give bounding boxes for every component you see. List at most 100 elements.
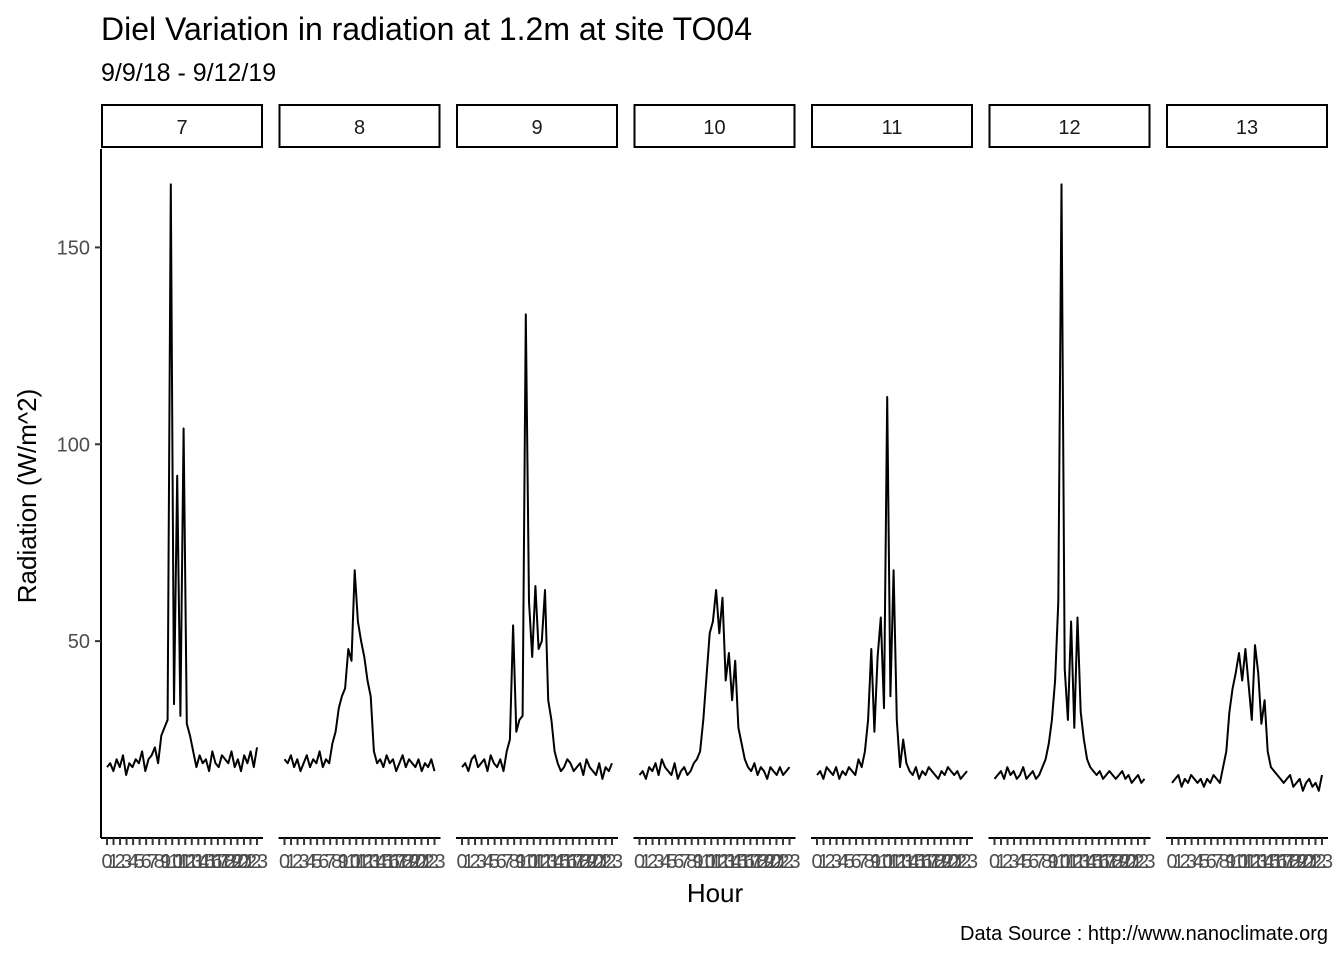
x-tick-label: 17 <box>917 851 939 873</box>
x-tick-label: 16 <box>378 851 400 873</box>
x-tick-label: 1 <box>285 851 296 873</box>
y-axis: 50 100 150 <box>57 237 101 653</box>
x-tick-label: 7 <box>857 851 868 873</box>
facet-strip-label: 11 <box>882 117 903 139</box>
x-tick-label: 10 <box>516 851 538 873</box>
facet-strip-label: 13 <box>1236 117 1258 139</box>
x-tick-label: 8 <box>686 851 697 873</box>
x-tick-label: 8 <box>1041 851 1052 873</box>
x-tick-label: 18 <box>923 851 945 873</box>
x-tick-label: 11 <box>346 851 367 873</box>
x-tick-label: 15 <box>726 851 748 873</box>
x-tick-label: 15 <box>194 851 216 873</box>
x-tick-label: 3 <box>1009 851 1020 873</box>
x-tick-label: 22 <box>417 851 439 873</box>
x-tick-label: 21 <box>588 851 610 873</box>
x-tick-label: 13 <box>891 851 913 873</box>
chart-title: Diel Variation in radiation at 1.2m at s… <box>101 11 752 47</box>
x-tick-label: 11 <box>1056 851 1077 873</box>
x-tick-label: 18 <box>1278 851 1300 873</box>
x-tick-label: 7 <box>147 851 158 873</box>
x-tick-label: 7 <box>1212 851 1223 873</box>
x-tick-label: 4 <box>1193 851 1204 873</box>
x-tick-label: 16 <box>555 851 577 873</box>
x-tick-label: 9 <box>160 851 171 873</box>
x-tick-label: 1 <box>108 851 119 873</box>
x-tick-label: 6 <box>496 851 507 873</box>
x-tick-label: 14 <box>187 851 209 873</box>
x-tick-label: 5 <box>1199 851 1210 873</box>
facet-strip-label: 7 <box>176 117 187 139</box>
x-tick-label: 2 <box>292 851 303 873</box>
x-tick-label: 6 <box>141 851 152 873</box>
x-tick-label: 3 <box>831 851 842 873</box>
x-tick-label: 0 <box>811 851 822 873</box>
x-tick-label: 16 <box>1265 851 1287 873</box>
x-tick-label: 0 <box>456 851 467 873</box>
x-tick-label: 3 <box>121 851 132 873</box>
x-tick-label: 20 <box>759 851 781 873</box>
series-line <box>461 313 613 780</box>
x-tick-label: 12 <box>707 851 729 873</box>
x-tick-label: 19 <box>1285 851 1307 873</box>
series-line <box>283 569 436 773</box>
x-tick-label: 21 <box>1120 851 1142 873</box>
x-tick-label: 11 <box>878 851 899 873</box>
x-tick-label: 10 <box>1049 851 1071 873</box>
facet-strip-label: 8 <box>354 117 365 139</box>
x-tick-label: 23 <box>601 851 623 873</box>
x-tick-label: 3 <box>654 851 665 873</box>
x-tick-label: 7 <box>325 851 336 873</box>
x-tick-label: 2 <box>114 851 125 873</box>
facet-strip <box>988 104 1151 148</box>
x-tick-label: 8 <box>1219 851 1230 873</box>
x-tick-label: 21 <box>410 851 432 873</box>
x-tick-label: 2 <box>824 851 835 873</box>
x-tick-label: 20 <box>581 851 603 873</box>
series-line <box>993 183 1146 784</box>
facet-strip-label: 10 <box>703 117 725 139</box>
x-tick-label: 9 <box>1225 851 1236 873</box>
x-tick-label: 23 <box>1311 851 1333 873</box>
x-tick-label: 22 <box>949 851 971 873</box>
x-tick-label: 11 <box>1233 851 1254 873</box>
x-tick-label: 11 <box>523 851 544 873</box>
x-tick-label: 0 <box>634 851 645 873</box>
x-tick-label: 4 <box>128 851 139 873</box>
x-tick-label: 19 <box>575 851 597 873</box>
y-tick-label: 150 <box>57 237 90 259</box>
x-tick-label: 15 <box>904 851 926 873</box>
x-tick-label: 7 <box>680 851 691 873</box>
x-tick-label: 5 <box>489 851 500 873</box>
series-line <box>1171 644 1323 792</box>
x-tick-label: 9 <box>338 851 349 873</box>
x-tick-label: 9 <box>1048 851 1059 873</box>
x-tick-label: 20 <box>1114 851 1136 873</box>
x-tick-label: 22 <box>239 851 261 873</box>
x-tick-label: 23 <box>246 851 268 873</box>
x-tick-label: 4 <box>660 851 671 873</box>
y-tick-label: 50 <box>68 631 90 653</box>
x-tick-label: 18 <box>391 851 413 873</box>
x-tick-label: 6 <box>318 851 329 873</box>
x-tick-label: 13 <box>713 851 735 873</box>
facet-panels: 7012345678910111213141516171819202122238… <box>101 104 1333 873</box>
x-tick-label: 16 <box>733 851 755 873</box>
x-tick-label: 10 <box>694 851 716 873</box>
x-tick-label: 13 <box>181 851 203 873</box>
x-tick-label: 17 <box>1094 851 1116 873</box>
x-tick-label: 5 <box>134 851 145 873</box>
x-tick-label: 21 <box>233 851 255 873</box>
x-tick-label: 15 <box>1081 851 1103 873</box>
x-tick-label: 4 <box>1015 851 1026 873</box>
x-tick-label: 6 <box>1028 851 1039 873</box>
x-tick-label: 10 <box>871 851 893 873</box>
x-tick-label: 13 <box>1068 851 1090 873</box>
x-tick-label: 14 <box>542 851 564 873</box>
x-tick-label: 4 <box>838 851 849 873</box>
x-tick-label: 21 <box>765 851 787 873</box>
x-tick-label: 16 <box>200 851 222 873</box>
